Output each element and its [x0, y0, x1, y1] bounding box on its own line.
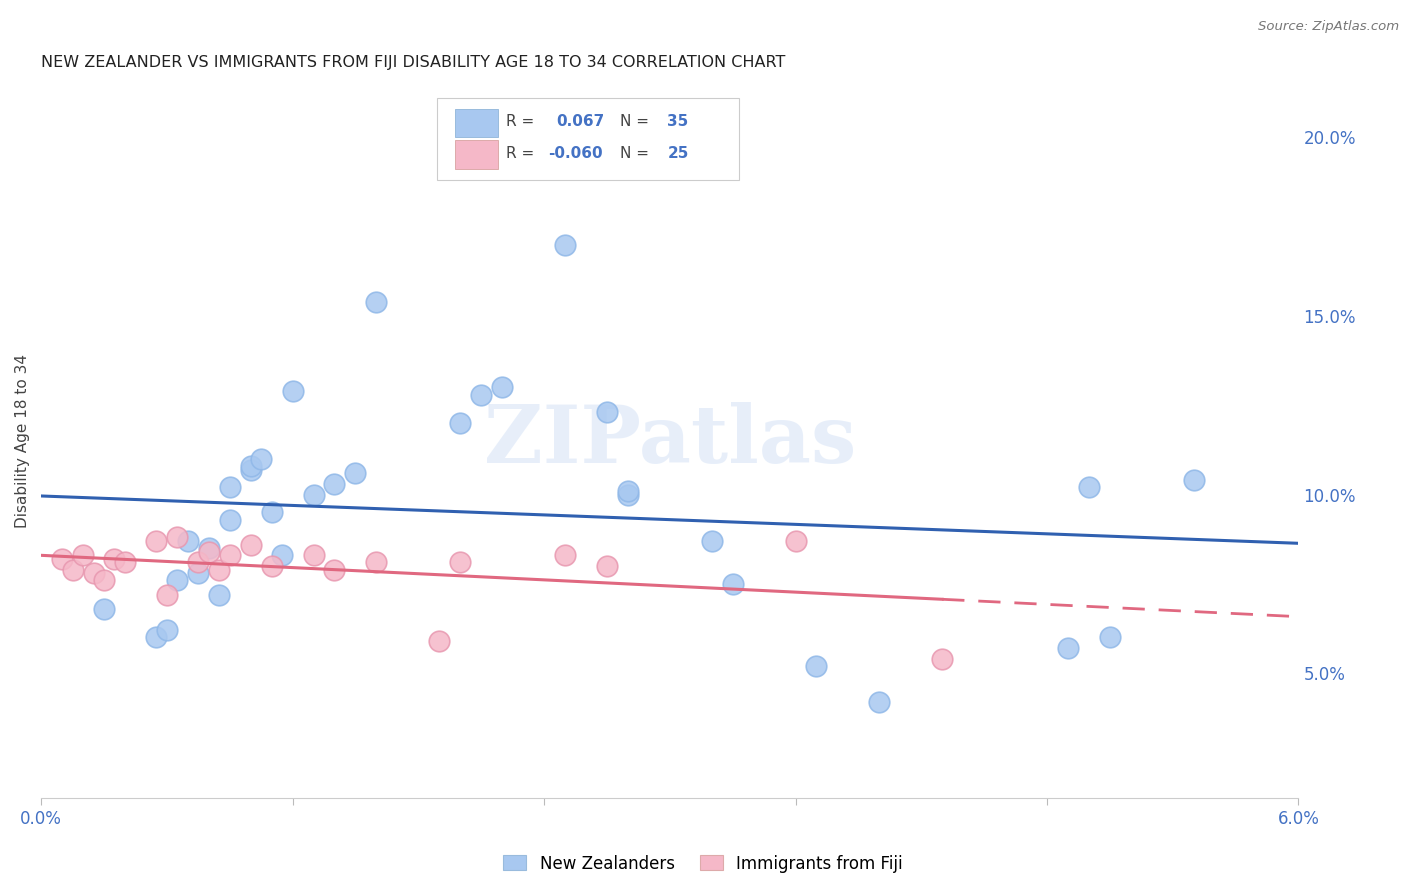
Point [250, 451, 273, 466]
Point [208, 588, 231, 602]
Point [114, 556, 136, 570]
Point [366, 294, 388, 309]
Point [323, 476, 346, 491]
Point [1077, 480, 1099, 494]
Point [617, 487, 640, 501]
Point [145, 533, 167, 548]
Point [218, 512, 240, 526]
Point [260, 559, 283, 574]
Point [239, 462, 262, 476]
Text: R =: R = [506, 114, 534, 129]
Point [366, 556, 388, 570]
Text: Source: ZipAtlas.com: Source: ZipAtlas.com [1258, 20, 1399, 33]
Point [177, 533, 200, 548]
Point [868, 695, 890, 709]
Point [1182, 473, 1205, 487]
FancyBboxPatch shape [454, 109, 498, 137]
Point [302, 487, 325, 501]
Point [281, 384, 304, 398]
Point [596, 559, 619, 574]
Point [187, 556, 209, 570]
Point [197, 541, 219, 555]
Y-axis label: Disability Age 18 to 34: Disability Age 18 to 34 [15, 354, 30, 528]
Point [208, 563, 231, 577]
Point [302, 548, 325, 562]
Point [785, 533, 807, 548]
Point [156, 588, 179, 602]
Point [700, 533, 723, 548]
Point [197, 544, 219, 558]
Point [491, 380, 513, 394]
Point [806, 659, 828, 673]
Point [1057, 641, 1080, 656]
Point [93, 602, 115, 616]
Point [931, 652, 953, 666]
Point [83, 566, 105, 581]
Text: -0.060: -0.060 [548, 145, 602, 161]
Point [166, 530, 188, 544]
Point [344, 466, 367, 480]
Point [617, 483, 640, 498]
Point [554, 548, 576, 562]
Point [1098, 631, 1121, 645]
Text: NEW ZEALANDER VS IMMIGRANTS FROM FIJI DISABILITY AGE 18 TO 34 CORRELATION CHART: NEW ZEALANDER VS IMMIGRANTS FROM FIJI DI… [41, 55, 786, 70]
Point [156, 624, 179, 638]
Point [51, 551, 73, 566]
Point [721, 577, 744, 591]
Point [103, 551, 125, 566]
Point [145, 631, 167, 645]
Point [470, 387, 492, 401]
Point [260, 505, 283, 519]
Legend: New Zealanders, Immigrants from Fiji: New Zealanders, Immigrants from Fiji [496, 848, 910, 880]
FancyBboxPatch shape [437, 98, 740, 180]
Text: N =: N = [620, 145, 648, 161]
Point [72, 548, 94, 562]
Point [187, 566, 209, 581]
Point [449, 556, 471, 570]
Point [427, 634, 450, 648]
Point [93, 574, 115, 588]
Text: 35: 35 [668, 114, 689, 129]
Point [323, 563, 346, 577]
Point [166, 574, 188, 588]
Point [596, 405, 619, 419]
Text: R =: R = [506, 145, 534, 161]
Text: ZIPatlas: ZIPatlas [484, 402, 856, 480]
Point [218, 480, 240, 494]
Text: 0.067: 0.067 [557, 114, 605, 129]
Point [449, 416, 471, 430]
Point [218, 548, 240, 562]
Point [239, 537, 262, 551]
Text: N =: N = [620, 114, 648, 129]
Point [239, 458, 262, 473]
Point [554, 237, 576, 252]
FancyBboxPatch shape [454, 140, 498, 169]
Point [62, 563, 84, 577]
Text: 25: 25 [668, 145, 689, 161]
Point [271, 548, 294, 562]
